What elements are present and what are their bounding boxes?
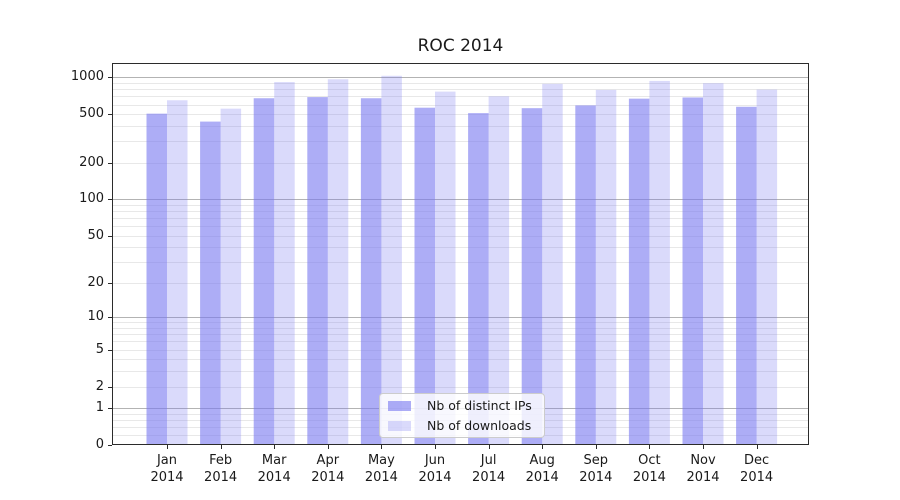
legend-item-distinct-ips: Nb of distinct IPs [380, 397, 544, 414]
x-tick-label: Mar 2014 [257, 453, 291, 485]
x-tick-label: Sep 2014 [579, 453, 613, 485]
bar-nov-distinct-ips [682, 97, 703, 445]
x-tick-label: May 2014 [364, 453, 398, 485]
bar-nov-downloads [703, 83, 724, 445]
bar-jan-distinct-ips [146, 113, 167, 446]
bar-aug-distinct-ips [521, 108, 543, 445]
legend-label-distinct-ips: Nb of distinct IPs [427, 398, 532, 413]
legend-item-downloads: Nb of downloads [380, 417, 544, 434]
x-tick-label: Jan 2014 [150, 453, 184, 485]
x-tick-label: Jul 2014 [472, 453, 506, 485]
bar-apr-downloads [327, 79, 349, 446]
bar-may-downloads [381, 75, 402, 445]
bar-aug-downloads [542, 83, 563, 445]
bar-apr-distinct-ips [307, 97, 328, 446]
bar-oct-downloads [649, 80, 670, 445]
y-tick-label: 50 [87, 227, 104, 243]
y-tick-label: 0 [95, 437, 104, 452]
bar-jul-downloads [488, 96, 510, 446]
bar-sep-downloads [595, 89, 617, 446]
bar-jun-downloads [435, 91, 456, 446]
bar-jan-downloads [167, 100, 188, 445]
bar-dec-distinct-ips [736, 106, 757, 445]
chart-title: ROC 2014 [417, 36, 504, 56]
y-tick-label: 10 [87, 309, 104, 325]
bar-mar-downloads [274, 82, 295, 446]
y-tick-label: 1000 [70, 69, 104, 85]
y-tick-label: 1 [95, 400, 104, 416]
bar-feb-distinct-ips [200, 121, 221, 445]
x-tick-label: Jun 2014 [418, 453, 452, 485]
bar-feb-downloads [220, 108, 242, 445]
y-tick-label: 5 [95, 341, 104, 357]
legend-swatch-downloads [388, 420, 411, 431]
y-tick-label: 2 [95, 378, 104, 394]
bar-may-distinct-ips [360, 98, 382, 445]
legend-swatch-distinct-ips [388, 400, 411, 411]
bar-jul-distinct-ips [468, 113, 489, 446]
bar-sep-distinct-ips [575, 105, 596, 445]
x-tick-label: Oct 2014 [632, 453, 666, 485]
y-tick-label: 200 [79, 154, 104, 170]
bar-oct-distinct-ips [628, 98, 650, 445]
x-tick-label: Aug 2014 [525, 453, 559, 485]
x-tick-label: Dec 2014 [740, 453, 774, 485]
legend-label-downloads: Nb of downloads [427, 418, 532, 433]
x-tick-label: Apr 2014 [311, 453, 345, 485]
y-tick-label: 500 [79, 106, 104, 122]
x-tick-label: Nov 2014 [686, 453, 720, 485]
x-tick-label: Feb 2014 [204, 453, 238, 485]
plot-frame [112, 63, 809, 445]
bar-jun-distinct-ips [414, 107, 435, 446]
bar-dec-downloads [756, 89, 778, 445]
y-tick-label: 100 [79, 191, 104, 207]
bar-mar-distinct-ips [253, 98, 275, 445]
legend: Nb of distinct IPs Nb of downloads [379, 393, 545, 438]
y-tick-label: 20 [87, 274, 104, 290]
